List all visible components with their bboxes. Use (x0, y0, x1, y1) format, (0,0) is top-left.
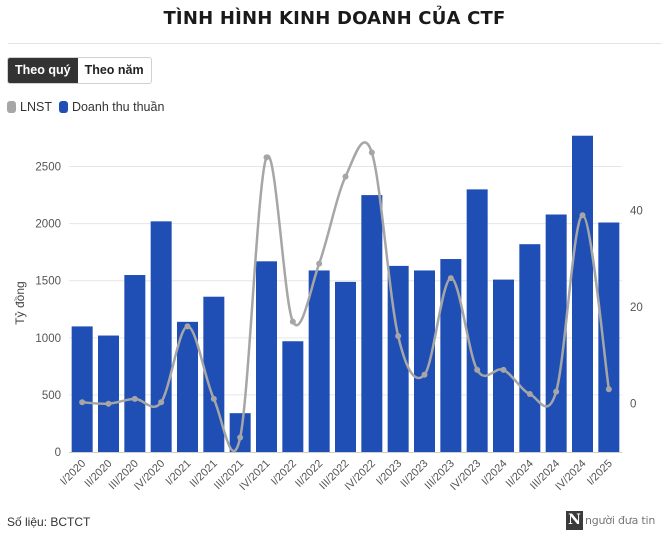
point-lnst (131, 395, 138, 402)
point-lnst (447, 275, 454, 282)
toggle-quarterly-button[interactable]: Theo quý (8, 58, 78, 83)
legend-label-revenue: Doanh thu thuần (71, 100, 165, 114)
bar-revenue (493, 279, 514, 452)
bar-revenue (361, 195, 383, 452)
legend-item-revenue[interactable]: Doanh thu thuần (58, 100, 165, 114)
y-axis-title: Tỷ đồng (13, 281, 27, 324)
bar-revenue (414, 270, 435, 452)
bar-revenue (519, 244, 541, 452)
toggle-yearly-button[interactable]: Theo năm (77, 58, 151, 83)
y2-tick-label: 0 (630, 399, 636, 411)
x-tick-label: I/2025 (585, 458, 615, 488)
point-lnst (605, 386, 612, 393)
bar-revenue (572, 135, 593, 452)
point-lnst (237, 434, 244, 441)
bar-revenue (124, 275, 146, 452)
y-tick-label: 1500 (35, 276, 61, 288)
point-lnst (263, 154, 270, 161)
point-lnst (316, 260, 323, 267)
y-tick-label: 0 (55, 447, 61, 459)
point-lnst (553, 388, 560, 395)
bar-revenue (177, 321, 198, 452)
source-note: Số liệu: BCTCT (7, 515, 91, 529)
bar-revenue (98, 335, 119, 452)
legend-item-lnst[interactable]: LNST (7, 100, 52, 114)
legend-swatch-revenue (58, 101, 68, 113)
point-lnst (395, 333, 402, 340)
point-lnst (342, 173, 349, 180)
title-divider (8, 43, 661, 44)
period-toggle[interactable]: Theo quý Theo năm (7, 57, 152, 84)
point-lnst (158, 399, 165, 406)
bar-revenue (308, 270, 330, 452)
point-lnst (210, 395, 217, 402)
bar-revenue (466, 189, 488, 452)
logo-mark: N (566, 511, 583, 530)
y-tick-label: 1000 (35, 333, 61, 345)
point-lnst (79, 399, 86, 406)
bar-revenue (282, 341, 304, 452)
bar-revenue (256, 261, 277, 452)
chart-legend: LNST Doanh thu thuần (7, 100, 171, 114)
logo-text: người đưa tin (585, 514, 656, 527)
point-lnst (474, 366, 481, 373)
publisher-logo: N người đưa tin (566, 511, 655, 530)
legend-label-lnst: LNST (20, 100, 52, 114)
y2-tick-label: 20 (630, 302, 643, 314)
point-lnst (526, 391, 533, 398)
point-lnst (421, 371, 428, 378)
y-tick-label: 2000 (35, 219, 61, 231)
bar-revenue (150, 221, 172, 452)
legend-swatch-lnst (7, 101, 16, 113)
point-lnst (289, 318, 296, 325)
point-lnst (368, 149, 375, 156)
point-lnst (105, 400, 112, 407)
point-lnst (579, 212, 586, 219)
point-lnst (184, 323, 191, 330)
y-tick-label: 500 (42, 390, 61, 402)
point-lnst (500, 366, 507, 373)
bar-revenue (440, 259, 462, 452)
y2-tick-label: 40 (630, 205, 643, 217)
bar-revenue (335, 281, 356, 452)
bar-revenue (545, 214, 567, 452)
y-tick-label: 2500 (35, 162, 61, 174)
bar-revenue (598, 222, 620, 452)
chart-title: TÌNH HÌNH KINH DOANH CỦA CTF (163, 8, 506, 29)
bar-revenue (71, 326, 93, 452)
